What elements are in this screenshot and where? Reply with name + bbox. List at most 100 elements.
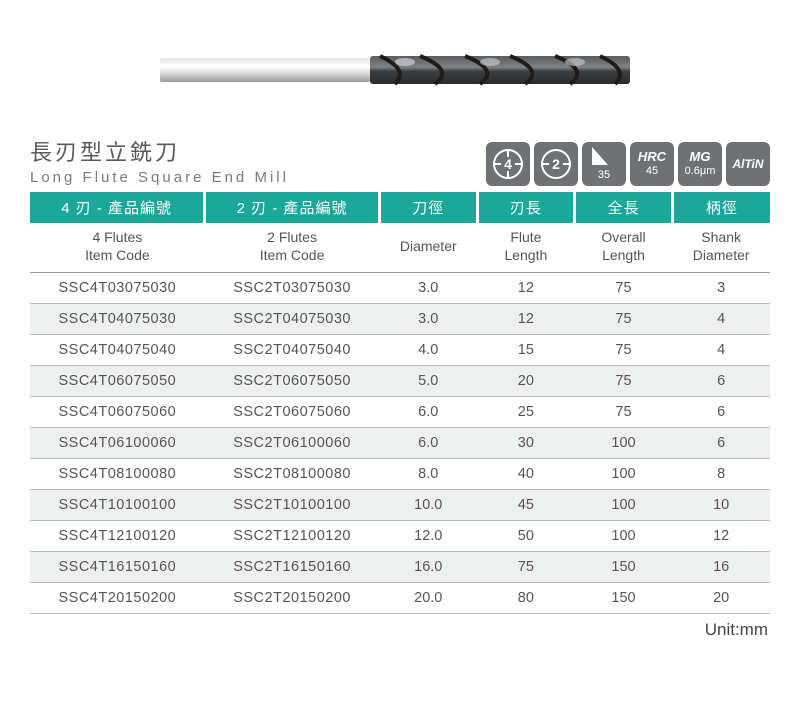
cell-diameter: 4.0 [379, 335, 477, 366]
cell-4flute-code: SSC4T06075050 [30, 366, 205, 397]
cell-flute-length: 12 [477, 304, 575, 335]
cell-4flute-code: SSC4T12100120 [30, 521, 205, 552]
cell-diameter: 3.0 [379, 273, 477, 304]
badge-hrc: HRC 45 [630, 142, 674, 186]
spec-badges: 4 2 35 HRC 45 MG [486, 142, 770, 186]
cell-2flute-code: SSC2T06075050 [205, 366, 380, 397]
table-body: SSC4T03075030SSC2T030750303.012753SSC4T0… [30, 273, 770, 614]
cell-flute-length: 50 [477, 521, 575, 552]
cell-diameter: 6.0 [379, 428, 477, 459]
cell-shank-diameter: 16 [672, 552, 770, 583]
cell-4flute-code: SSC4T20150200 [30, 583, 205, 614]
title-en: Long Flute Square End Mill [30, 169, 289, 186]
cell-shank-diameter: 6 [672, 397, 770, 428]
col-shank-zh: 柄徑 [672, 192, 770, 223]
hrc-label: HRC [638, 150, 666, 163]
cell-overall-length: 100 [575, 459, 673, 490]
cell-2flute-code: SSC2T16150160 [205, 552, 380, 583]
cell-diameter: 12.0 [379, 521, 477, 552]
badge-flute-4: 4 [486, 142, 530, 186]
table-row: SSC4T04075030SSC2T040750303.012754 [30, 304, 770, 335]
col-2flute-zh: 2 刃 - 產品編號 [205, 192, 380, 223]
cell-overall-length: 100 [575, 490, 673, 521]
cell-flute-length: 30 [477, 428, 575, 459]
cell-4flute-code: SSC4T04075040 [30, 335, 205, 366]
col-flutelen-en: FluteLength [477, 223, 575, 273]
cell-2flute-code: SSC2T10100100 [205, 490, 380, 521]
cell-diameter: 16.0 [379, 552, 477, 583]
cell-4flute-code: SSC4T08100080 [30, 459, 205, 490]
col-diameter-zh: 刀徑 [379, 192, 477, 223]
header-row-en: 4 FlutesItem Code 2 FlutesItem Code Diam… [30, 223, 770, 273]
col-diameter-en: Diameter [379, 223, 477, 273]
product-image [30, 10, 770, 135]
cell-4flute-code: SSC4T06075060 [30, 397, 205, 428]
header-row-zh: 4 刃 - 產品編號 2 刃 - 產品編號 刀徑 刃長 全長 柄徑 [30, 192, 770, 223]
cell-4flute-code: SSC4T10100100 [30, 490, 205, 521]
col-2flute-en: 2 FlutesItem Code [205, 223, 380, 273]
flute-circle-icon: 2 [539, 147, 573, 181]
helix-value: 35 [598, 169, 610, 182]
table-row: SSC4T16150160SSC2T1615016016.07515016 [30, 552, 770, 583]
unit-label: Unit:mm [30, 614, 770, 640]
cell-shank-diameter: 12 [672, 521, 770, 552]
mg-label: MG [690, 150, 711, 163]
spec-table: 4 刃 - 產品編號 2 刃 - 產品編號 刀徑 刃長 全長 柄徑 4 Flut… [30, 192, 770, 614]
cell-diameter: 20.0 [379, 583, 477, 614]
table-row: SSC4T03075030SSC2T030750303.012753 [30, 273, 770, 304]
badge-coating: AlTiN [726, 142, 770, 186]
title-zh: 長刃型立銑刀 [30, 135, 289, 167]
cell-2flute-code: SSC2T04075030 [205, 304, 380, 335]
cell-overall-length: 100 [575, 428, 673, 459]
col-flutelen-zh: 刃長 [477, 192, 575, 223]
cell-shank-diameter: 4 [672, 304, 770, 335]
cell-2flute-code: SSC2T06100060 [205, 428, 380, 459]
cell-overall-length: 75 [575, 397, 673, 428]
cell-flute-length: 20 [477, 366, 575, 397]
cell-overall-length: 75 [575, 273, 673, 304]
col-overall-zh: 全長 [575, 192, 673, 223]
col-4flute-zh: 4 刃 - 產品編號 [30, 192, 205, 223]
cell-diameter: 3.0 [379, 304, 477, 335]
cell-2flute-code: SSC2T06075060 [205, 397, 380, 428]
cell-overall-length: 150 [575, 552, 673, 583]
cell-4flute-code: SSC4T16150160 [30, 552, 205, 583]
cell-4flute-code: SSC4T06100060 [30, 428, 205, 459]
table-row: SSC4T06100060SSC2T061000606.0301006 [30, 428, 770, 459]
badge-flute-2: 2 [534, 142, 578, 186]
cell-overall-length: 150 [575, 583, 673, 614]
table-row: SSC4T12100120SSC2T1210012012.05010012 [30, 521, 770, 552]
col-4flute-en: 4 FlutesItem Code [30, 223, 205, 273]
cell-flute-length: 15 [477, 335, 575, 366]
badge-mg: MG 0.6μm [678, 142, 722, 186]
table-row: SSC4T06075050SSC2T060750505.020756 [30, 366, 770, 397]
cell-2flute-code: SSC2T12100120 [205, 521, 380, 552]
coating-value: AlTiN [732, 157, 763, 171]
table-row: SSC4T06075060SSC2T060750606.025756 [30, 397, 770, 428]
table-row: SSC4T20150200SSC2T2015020020.08015020 [30, 583, 770, 614]
helix-icon [590, 145, 618, 167]
cell-shank-diameter: 3 [672, 273, 770, 304]
col-overall-en: OverallLength [575, 223, 673, 273]
cell-flute-length: 45 [477, 490, 575, 521]
cell-shank-diameter: 20 [672, 583, 770, 614]
flute-circle-icon: 4 [491, 147, 525, 181]
cell-4flute-code: SSC4T04075030 [30, 304, 205, 335]
cell-overall-length: 75 [575, 304, 673, 335]
cell-2flute-code: SSC2T20150200 [205, 583, 380, 614]
cell-shank-diameter: 10 [672, 490, 770, 521]
cell-2flute-code: SSC2T04075040 [205, 335, 380, 366]
col-shank-en: ShankDiameter [672, 223, 770, 273]
cell-flute-length: 12 [477, 273, 575, 304]
mg-value: 0.6μm [685, 165, 716, 178]
cell-shank-diameter: 8 [672, 459, 770, 490]
cell-flute-length: 75 [477, 552, 575, 583]
cell-diameter: 10.0 [379, 490, 477, 521]
cell-shank-diameter: 6 [672, 428, 770, 459]
cell-2flute-code: SSC2T03075030 [205, 273, 380, 304]
cell-2flute-code: SSC2T08100080 [205, 459, 380, 490]
hrc-value: 45 [646, 165, 658, 178]
table-row: SSC4T08100080SSC2T081000808.0401008 [30, 459, 770, 490]
cell-flute-length: 25 [477, 397, 575, 428]
table-row: SSC4T10100100SSC2T1010010010.04510010 [30, 490, 770, 521]
